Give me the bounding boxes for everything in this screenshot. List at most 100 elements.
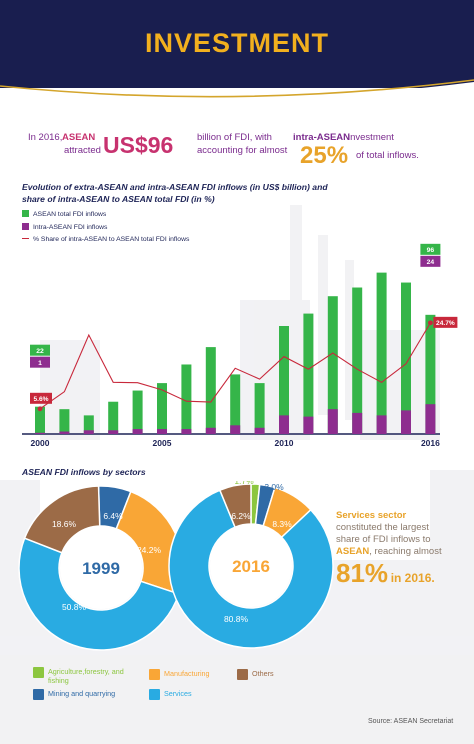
pie-legend-mining-swatch [33,689,44,700]
bar-intra [108,430,119,434]
pie-slice [23,485,101,554]
header-curve [0,79,474,102]
pie-legend-agri: Agriculture,forestry, and fishing [33,667,128,685]
legend-share: % Share of intra-ASEAN to ASEAN total FD… [22,236,189,243]
bar-intra [425,404,436,434]
x-tick-label: 2016 [421,438,440,448]
legend-share-swatch [22,238,29,239]
label-end-total-box [420,243,441,255]
legend-intra: Intra-ASEAN FDI inflows [22,223,107,231]
pie-legend-mining-label: Mining and quarrying [48,689,116,698]
bar-intra [401,410,411,434]
bar-intra [59,431,70,434]
bar-intra [303,416,314,434]
intro-statement: In 2016, ASEAN attracted US$96 billion o… [0,126,474,178]
pie-slice [218,483,252,529]
bar-total [83,415,94,434]
legend-share-label: % Share of intra-ASEAN to ASEAN total FD… [33,236,190,243]
pie-legend-services-swatch [149,689,160,700]
pie-slice-label: 8.3% [272,519,292,529]
services-note-line1: Services sector [336,510,407,521]
services-note-percent: 81% [336,558,389,588]
pie-slice-label: 3.0% [264,482,284,492]
intro-prefix: In 2016, [28,132,63,143]
pie-section-title: ASEAN FDI inflows by sectors [22,467,146,477]
bar-intra [35,432,45,434]
bar-intra [181,429,192,434]
bar-total [181,364,192,434]
label-start-total: 22 [36,348,44,355]
share-point [428,320,433,326]
bar-total [352,287,363,434]
label-share-start-box [30,392,52,404]
bar-total [327,296,338,434]
intro-asean: ASEAN [62,132,96,143]
label-end-total: 96 [427,247,435,254]
bar-total [425,314,436,434]
pie-legend-others-swatch [237,669,248,680]
label-share-end-box [433,316,458,328]
bar-total [59,409,70,434]
x-tick-label: 2000 [31,438,50,448]
legend-total-label: ASEAN total FDI inflows [33,211,107,218]
pie-legend-manufacturing: Manufacturing [149,669,210,680]
pie-legend-manufacturing-swatch [149,669,160,680]
pie-legend-others: Others [237,669,274,680]
intro-mid: billion of FDI, with [197,132,272,143]
intro-percent: 25% [300,142,349,169]
pie-slice-label: 80.8% [224,614,249,624]
pie-slice-label: 6.4% [103,511,123,521]
bar-intra [230,425,241,434]
bar-total [132,390,143,434]
services-note-asean: ASEAN [336,546,370,557]
services-note-line3: share of FDI inflows to [336,534,431,545]
pie-center-label: 1999 [82,559,120,578]
intro-end: investment [348,132,394,143]
pie-legend-others-label: Others [252,669,274,678]
services-note-line2: constituted the largest [336,522,429,533]
bar-total [401,282,411,434]
bar-intra [327,409,338,434]
pie-slice-label: 1.7% [234,481,254,486]
pie-chart-2016: 2016 1.7% 3.0% 8.3% 80.8% 6.2% [168,481,334,649]
pie-legend-agri-swatch [33,667,44,678]
intro-attracted: attracted [64,145,101,156]
bar-total [279,326,289,434]
pie-legend-services-label: Services [164,689,192,698]
bar-intra [352,412,363,434]
bar-total [205,347,216,434]
pie-slice-label: 24.2% [137,545,162,555]
source-note: Source: ASEAN Secretariat [368,718,454,725]
bar-intra [376,415,387,434]
bar-total [230,374,241,434]
bar-intra [132,429,143,434]
services-note: Services sector constituted the largest … [336,510,466,588]
pie-center-label: 2016 [232,557,270,576]
services-note-year: in 2016. [390,571,435,585]
legend-intra-swatch [22,223,29,230]
label-end-intra-box [420,255,441,267]
pie-legend-agri-label: Agriculture,forestry, and fishing [48,667,124,685]
share-line [39,322,431,410]
bar-total [254,383,265,434]
x-tick-label: 2010 [275,438,294,448]
bar-intra [83,430,94,434]
bar-total [303,313,314,434]
pie-slice [18,537,180,651]
bar-intra [279,415,289,434]
bar-chart-title: Evolution of extra-ASEAN and intra-ASEAN… [22,182,328,204]
bar-total [376,272,387,434]
pie-legend-manufacturing-label: Manufacturing [164,669,210,678]
legend-total: ASEAN total FDI inflows [22,210,106,218]
share-point [37,406,43,412]
page-title: INVESTMENT [144,28,329,58]
bar-total [157,383,167,434]
label-start-total-box [30,344,50,356]
label-start-intra-box [30,356,50,368]
label-share-end: 24.7% [436,320,455,327]
services-note-line4: , reaching almost [369,546,442,557]
intro-amount: US$96 [103,132,174,158]
header-band: INVESTMENT [0,0,474,88]
label-end-intra: 24 [427,259,435,266]
